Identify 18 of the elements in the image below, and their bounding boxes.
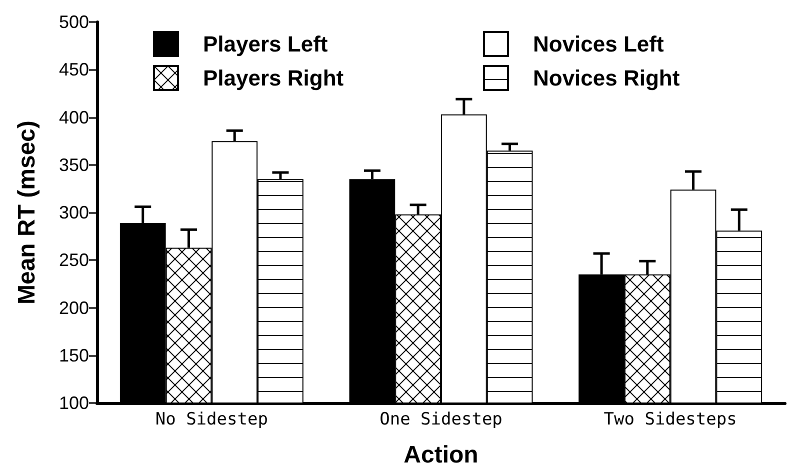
y-tick-label: 500 [58,12,89,32]
x-axis-title: Action [404,442,478,468]
y-tick-label: 200 [58,298,89,318]
y-tick-label: 450 [58,60,89,80]
y-tick-label: 400 [58,107,89,128]
x-tick-label: No Sidestep [155,410,268,430]
x-tick-label: One Sidestep [380,410,502,430]
legend-label: Players Left [203,32,328,56]
y-axis-title: Mean RT (msec) [14,120,40,305]
y-tick-label: 100 [58,393,89,413]
legend-label: Novices Right [533,66,680,90]
x-tick-label: Two Sidesteps [604,410,737,430]
legend-label: Players Right [203,66,344,90]
y-tick-label: 350 [58,154,89,175]
y-tick-label: 300 [58,202,89,222]
y-tick-label: 150 [58,345,89,366]
y-tick-label: 250 [58,250,89,270]
legend-label: Novices Left [533,32,664,56]
